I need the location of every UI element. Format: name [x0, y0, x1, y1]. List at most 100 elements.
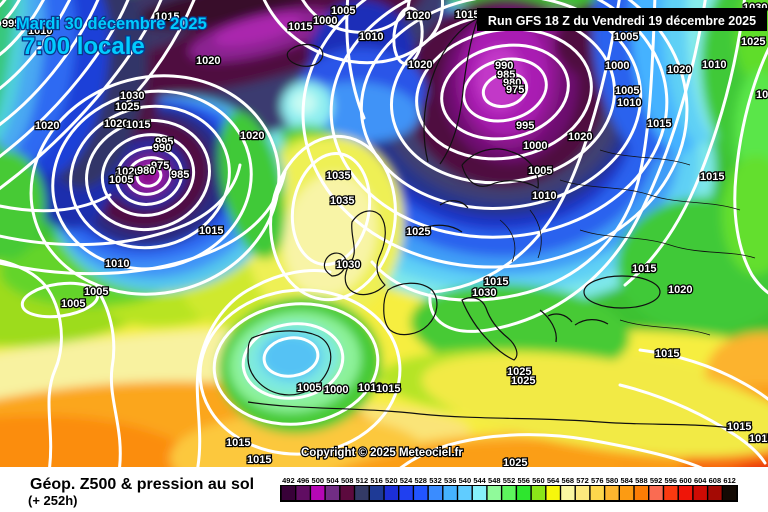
- svg-text:1030: 1030: [120, 90, 144, 102]
- svg-text:1025: 1025: [507, 366, 531, 378]
- svg-text:544: 544: [473, 476, 486, 485]
- svg-text:975: 975: [151, 160, 169, 172]
- svg-text:1000: 1000: [324, 384, 348, 396]
- svg-text:1015: 1015: [155, 11, 179, 23]
- svg-text:492: 492: [282, 476, 295, 485]
- svg-text:1010: 1010: [532, 190, 556, 202]
- svg-text:596: 596: [665, 476, 678, 485]
- svg-text:1025: 1025: [511, 375, 535, 387]
- svg-text:556: 556: [517, 476, 530, 485]
- svg-text:990: 990: [495, 60, 513, 72]
- svg-text:1030: 1030: [472, 287, 496, 299]
- svg-text:1015: 1015: [727, 421, 751, 433]
- svg-text:1020: 1020: [196, 55, 220, 67]
- svg-text:552: 552: [503, 476, 516, 485]
- svg-text:560: 560: [532, 476, 545, 485]
- svg-text:7:00 locale: 7:00 locale: [22, 33, 145, 60]
- svg-text:1010: 1010: [617, 97, 641, 109]
- svg-text:1010: 1010: [28, 25, 52, 37]
- svg-text:1025: 1025: [741, 36, 765, 48]
- svg-text:1005: 1005: [84, 286, 108, 298]
- svg-text:1015: 1015: [455, 9, 479, 21]
- svg-text:1030: 1030: [756, 89, 768, 101]
- svg-text:1020: 1020: [35, 120, 59, 132]
- svg-text:995: 995: [2, 18, 20, 30]
- svg-text:1015: 1015: [632, 263, 656, 275]
- svg-text:1030: 1030: [336, 259, 360, 271]
- svg-text:980: 980: [137, 165, 155, 177]
- svg-text:1000: 1000: [313, 15, 337, 27]
- svg-text:504: 504: [326, 476, 339, 485]
- svg-text:1015: 1015: [199, 225, 223, 237]
- svg-text:1005: 1005: [615, 85, 639, 97]
- svg-text:1000: 1000: [523, 140, 547, 152]
- svg-text:520: 520: [385, 476, 398, 485]
- svg-text:1000: 1000: [605, 60, 629, 72]
- svg-text:1020: 1020: [406, 10, 430, 22]
- svg-text:532: 532: [429, 476, 442, 485]
- svg-text:576: 576: [591, 476, 604, 485]
- svg-text:Copyright © 2025 Meteociel.fr: Copyright © 2025 Meteociel.fr: [301, 447, 463, 459]
- svg-text:1035: 1035: [326, 170, 350, 182]
- svg-text:580: 580: [606, 476, 619, 485]
- svg-text:508: 508: [341, 476, 354, 485]
- svg-text:995: 995: [516, 120, 534, 132]
- svg-text:540: 540: [459, 476, 472, 485]
- svg-text:1020: 1020: [116, 166, 140, 178]
- svg-text:600: 600: [679, 476, 692, 485]
- svg-text:1035: 1035: [330, 195, 354, 207]
- svg-text:1010: 1010: [105, 258, 129, 270]
- svg-text:1015: 1015: [126, 119, 150, 131]
- svg-text:572: 572: [576, 476, 589, 485]
- svg-text:980: 980: [503, 77, 521, 89]
- svg-text:612: 612: [723, 476, 736, 485]
- svg-text:1020: 1020: [104, 118, 128, 130]
- svg-text:1005: 1005: [331, 5, 355, 17]
- svg-text:1005: 1005: [528, 165, 552, 177]
- svg-text:1010: 1010: [702, 59, 726, 71]
- svg-text:1010: 1010: [359, 31, 383, 43]
- svg-text:584: 584: [620, 476, 633, 485]
- svg-text:516: 516: [370, 476, 383, 485]
- svg-text:1020: 1020: [408, 59, 432, 71]
- svg-text:564: 564: [547, 476, 560, 485]
- svg-text:512: 512: [356, 476, 369, 485]
- svg-text:1020: 1020: [668, 284, 692, 296]
- svg-text:1005: 1005: [297, 382, 321, 394]
- svg-text:592: 592: [650, 476, 663, 485]
- svg-text:496: 496: [297, 476, 310, 485]
- svg-text:1020: 1020: [568, 131, 592, 143]
- svg-text:1010: 1010: [358, 382, 382, 394]
- svg-text:1025: 1025: [115, 101, 139, 113]
- svg-text:Mardi 30 décembre 2025: Mardi 30 décembre 2025: [16, 15, 207, 33]
- svg-text:1015: 1015: [700, 171, 724, 183]
- svg-text:1015: 1015: [376, 383, 400, 395]
- svg-text:604: 604: [694, 476, 707, 485]
- svg-text:1015: 1015: [226, 437, 250, 449]
- svg-text:568: 568: [562, 476, 575, 485]
- svg-text:1005: 1005: [614, 31, 638, 43]
- svg-text:1020: 1020: [240, 130, 264, 142]
- svg-text:536: 536: [444, 476, 457, 485]
- svg-text:528: 528: [414, 476, 427, 485]
- svg-text:1015: 1015: [655, 348, 679, 360]
- svg-text:1020: 1020: [667, 64, 691, 76]
- svg-text:1015: 1015: [484, 276, 508, 288]
- svg-text:(+ 252h): (+ 252h): [28, 493, 78, 508]
- svg-text:Run GFS 18 Z du Vendredi 19 dé: Run GFS 18 Z du Vendredi 19 décembre 202…: [488, 14, 756, 28]
- svg-text:990: 990: [153, 142, 171, 154]
- svg-text:995: 995: [155, 136, 173, 148]
- svg-text:1015: 1015: [247, 454, 271, 466]
- svg-text:1015: 1015: [749, 433, 768, 445]
- svg-text:608: 608: [709, 476, 722, 485]
- svg-text:985: 985: [171, 169, 189, 181]
- svg-text:1005: 1005: [109, 174, 133, 186]
- svg-text:1005: 1005: [61, 298, 85, 310]
- svg-text:1015: 1015: [647, 118, 671, 130]
- svg-text:985: 985: [497, 69, 515, 81]
- svg-text:500: 500: [312, 476, 325, 485]
- svg-text:1025: 1025: [503, 457, 527, 469]
- svg-text:548: 548: [488, 476, 501, 485]
- svg-text:1025: 1025: [406, 226, 430, 238]
- svg-text:524: 524: [400, 476, 413, 485]
